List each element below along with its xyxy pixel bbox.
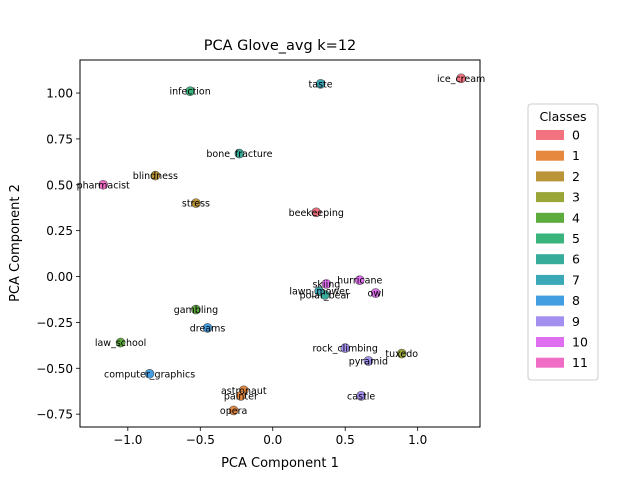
data-point [234, 148, 245, 159]
legend-swatch [536, 192, 564, 203]
legend-swatch [536, 337, 564, 347]
legend-label: 2 [572, 169, 580, 184]
legend-swatch [536, 316, 564, 327]
data-point [370, 288, 381, 298]
point-label: tuxedo [385, 349, 418, 360]
point-label: lawn_mower [289, 287, 349, 298]
point-label: bone_fracture [206, 149, 272, 160]
point-label: blindness [133, 171, 178, 182]
legend-swatch [536, 233, 564, 244]
point-label: pyramid [349, 356, 388, 367]
legend-label: 6 [572, 252, 580, 267]
chart-title: PCA Glove_avg k=12 [204, 38, 357, 54]
legend-swatch [536, 150, 564, 161]
legend-label: 4 [572, 210, 580, 225]
x-tick-label: −0.5 [186, 433, 215, 447]
data-point [202, 323, 213, 333]
point-label: law_school [95, 338, 146, 349]
point-label: infection [170, 87, 211, 98]
data-point [115, 337, 126, 348]
data-point [356, 391, 366, 401]
legend-label: 10 [572, 335, 588, 350]
data-point [311, 207, 322, 218]
y-tick-label: 0.50 [46, 178, 73, 192]
legend-label: 1 [572, 148, 580, 163]
y-tick-label: −0.25 [36, 316, 73, 330]
data-point [314, 286, 324, 297]
point-label: gambling [174, 305, 218, 316]
point-label: ice_cream [437, 74, 485, 85]
x-axis: −1.0 −0.5 0.0 0.5 1.0 [113, 427, 427, 447]
point-label: opera [220, 406, 247, 417]
data-point [321, 279, 332, 289]
legend-swatch [536, 254, 564, 265]
legend-label: 8 [572, 293, 580, 308]
point-label: polar_bear [300, 290, 351, 301]
y-tick-label: 0.00 [46, 270, 73, 284]
point-label: taste [309, 79, 333, 90]
point-label: astronaut [221, 386, 267, 397]
data-point [363, 356, 374, 366]
legend-swatch [536, 212, 564, 223]
data-point [150, 170, 161, 181]
data-point [144, 368, 155, 379]
plot-frame [79, 59, 481, 428]
y-axis-label: PCA Component 2 [8, 184, 23, 302]
x-tick-label: 1.0 [408, 433, 427, 447]
legend-label: 7 [572, 272, 580, 287]
point-label: painter [224, 391, 258, 402]
legend-label: 11 [572, 355, 588, 370]
legend-label: 3 [572, 190, 580, 205]
legend: Classes 0 1 2 3 4 5 6 7 8 9 10 11 [527, 103, 599, 381]
legend-swatch [536, 130, 564, 140]
legend-label: 5 [572, 231, 580, 246]
y-tick-label: 1.00 [46, 87, 73, 101]
point-label: hurricane [337, 276, 382, 287]
point-label: beekeeping [289, 208, 344, 219]
point-label: owl [368, 289, 384, 300]
x-tick-label: −1.0 [113, 433, 142, 447]
data-point [315, 79, 326, 89]
data-point [228, 405, 239, 416]
data-point [396, 348, 407, 359]
y-tick-label: −0.50 [36, 362, 73, 376]
data-point [191, 304, 201, 315]
x-tick-label: 0.0 [263, 433, 282, 447]
point-label: skiing [312, 279, 340, 290]
legend-swatch [536, 171, 564, 182]
point-label: castle [347, 391, 375, 402]
point-label: stress [182, 199, 210, 210]
legend-label: 9 [572, 314, 580, 329]
legend-swatch [536, 274, 564, 285]
y-axis: −0.75 −0.50 −0.25 0.00 0.25 0.50 0.75 1.00 [36, 87, 80, 422]
legend-label: 0 [572, 128, 580, 143]
data-point [456, 73, 466, 84]
point-label: dreams [190, 323, 226, 334]
data-point [340, 343, 351, 353]
legend-title: Classes [539, 109, 586, 124]
data-point [98, 179, 108, 190]
legend-swatch [536, 295, 564, 306]
point-label: computer_graphics [104, 369, 195, 380]
x-axis-label: PCA Component 1 [221, 456, 339, 471]
point-label: pharmacist [77, 180, 130, 191]
data-point [191, 198, 201, 208]
legend-swatch [536, 357, 564, 368]
y-tick-label: −0.75 [36, 408, 73, 422]
y-tick-label: 0.25 [46, 224, 73, 238]
y-tick-label: 0.75 [46, 132, 73, 146]
data-point [354, 275, 365, 286]
data-point [236, 391, 246, 401]
point-label: rock_climbing [312, 344, 377, 355]
data-point [185, 86, 195, 96]
x-tick-label: 0.5 [336, 433, 355, 447]
